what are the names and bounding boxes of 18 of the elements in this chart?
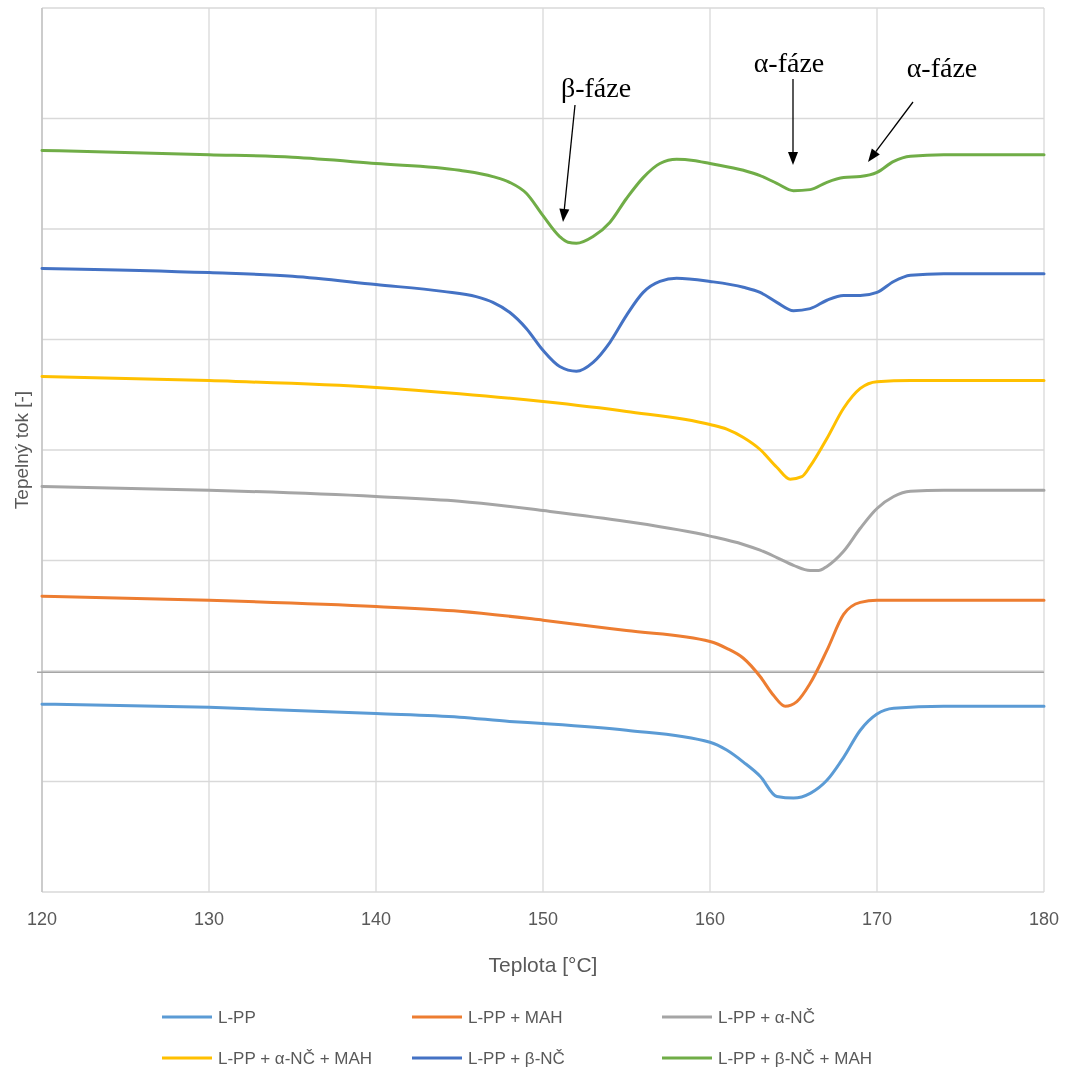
x-tick-label: 130 xyxy=(193,909,225,929)
legend-label: L-PP + α-NČ xyxy=(718,1008,815,1027)
legend-label: L-PP + β-NČ xyxy=(468,1049,565,1068)
x-tick-label: 170 xyxy=(861,909,893,929)
text: α-fáze xyxy=(753,47,825,78)
legend-label: L-PP xyxy=(218,1008,256,1027)
x-axis-title: Teplota [°C] xyxy=(488,953,598,976)
legend-label: L-PP + α-NČ + MAH xyxy=(218,1049,373,1068)
legend-label: L-PP + β-NČ + MAH xyxy=(718,1049,873,1068)
x-tick-label: 140 xyxy=(360,909,392,929)
x-tick-label: 180 xyxy=(1028,909,1060,929)
text: β-fáze xyxy=(560,72,632,103)
text: α-fáze xyxy=(906,52,978,83)
x-tick-label: 160 xyxy=(694,909,726,929)
x-tick-label: 120 xyxy=(26,909,58,929)
y-axis-title: Tepelný tok [-] xyxy=(11,390,32,510)
legend-label: L-PP + MAH xyxy=(468,1008,563,1027)
x-tick-label: 150 xyxy=(527,909,559,929)
